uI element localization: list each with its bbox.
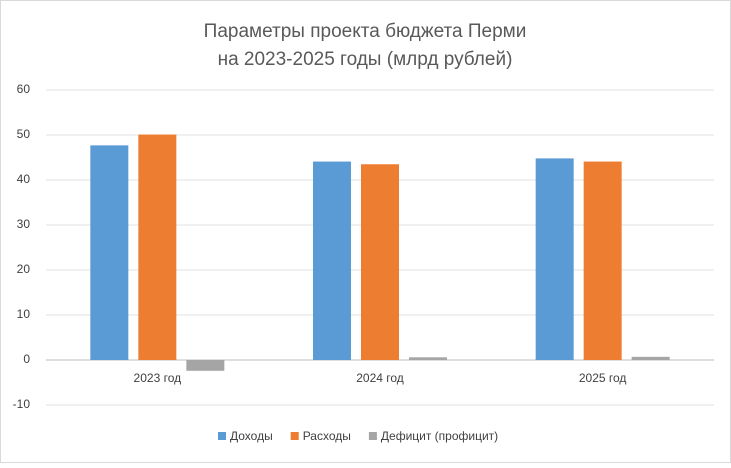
legend-label: Дефицит (профицит): [381, 429, 498, 443]
legend-label: Доходы: [230, 429, 273, 443]
y-tick-label: 10: [17, 307, 31, 321]
y-tick-label: -10: [13, 397, 31, 411]
legend-swatch: [290, 432, 299, 440]
bar: [409, 357, 447, 360]
bar: [361, 164, 399, 360]
x-tick-label: 2025 год: [579, 371, 627, 385]
bar: [186, 360, 225, 371]
bar: [631, 356, 670, 360]
y-tick-label: 30: [17, 217, 31, 231]
y-tick-label: 60: [17, 82, 31, 96]
chart-title: Параметры проекта бюджета Перми: [204, 21, 527, 42]
bar: [535, 158, 574, 360]
bar: [583, 161, 622, 360]
bar: [138, 134, 177, 360]
y-tick-label: 0: [23, 352, 30, 366]
bar: [90, 145, 129, 360]
y-tick-label: 20: [17, 262, 31, 276]
y-tick-label: 40: [17, 172, 31, 186]
x-tick-label: 2024 год: [356, 371, 404, 385]
legend-label: Расходы: [303, 429, 351, 443]
bar: [313, 161, 351, 360]
legend-swatch: [218, 432, 226, 440]
legend-swatch: [368, 432, 377, 440]
y-tick-label: 50: [17, 127, 31, 141]
chart-title: на 2023-2025 годы (млрд рублей): [218, 49, 513, 70]
x-tick-label: 2023 год: [134, 371, 182, 385]
